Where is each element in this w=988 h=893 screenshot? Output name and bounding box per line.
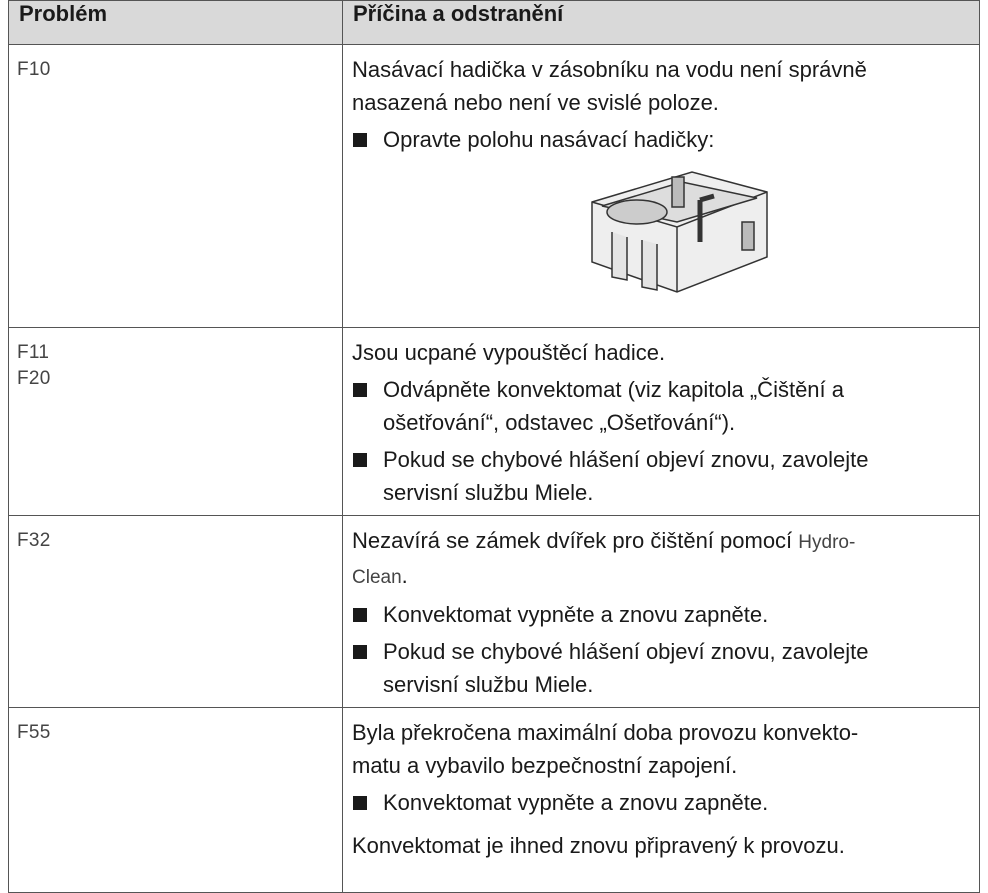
bullet-item: Konvektomat vypněte a znovu zapněte. — [352, 598, 973, 631]
table-body: F10 Nasávací hadička v zásobníku na vodu … — [8, 44, 980, 893]
bullet-item: Pokud se chybové hlášení objeví znovu, z… — [352, 635, 973, 701]
cause-cell: Byla překročena maximální doba provozu k… — [342, 707, 980, 893]
error-code: F32 — [17, 530, 51, 551]
table: Problém Příčina a odstranění F10 Nasávací… — [8, 0, 980, 893]
text-line: Opravte polohu nasávací hadičky: — [383, 127, 715, 152]
paragraph: Jsou ucpané vypouštěcí hadice. — [352, 336, 973, 369]
text-line: servisní službu Miele. — [383, 672, 594, 697]
page: html, body { margin: 0; padding: 0; back… — [8, 0, 980, 893]
text-line: Jsou ucpané vypouštěcí hadice. — [352, 340, 666, 365]
text-line: Pokud se chybové hlášení objeví znovu, z… — [383, 639, 869, 664]
term: Hydro- — [798, 532, 856, 553]
text-line: Nezavírá se zámek dvířek pro čištění pom… — [352, 524, 973, 559]
text-line: Odvápněte konvektomat (viz kapitola „Čiš… — [383, 377, 845, 402]
text: . — [401, 563, 408, 588]
paragraph: Konvektomat je ihned znovu připravený k … — [352, 829, 973, 862]
header-cell: Příčina a odstranění — [342, 0, 980, 45]
document: {"table": {"header": ["Problém", "Příčin… — [8, 0, 980, 893]
text-line: Pokud se chybové hlášení objeví znovu, z… — [383, 447, 869, 472]
bullet-item: Opravte polohu nasávací hadičky: — [352, 123, 973, 156]
problem-cell: F55 — [8, 707, 343, 893]
text-line: servisní službu Miele. — [383, 480, 594, 505]
header-cell: Problém — [8, 0, 343, 45]
bullet-item: Pokud se chybové hlášení objeví znovu, z… — [352, 443, 973, 509]
table-row: F55 Byla překročena maximální doba provoz… — [8, 707, 980, 893]
text-line: ošetřování“, odstavec „Ošetřování“). — [383, 410, 736, 435]
paragraph: Nasávací hadička v zásobníku na vodu nen… — [352, 53, 973, 119]
text-line: nasazená nebo není ve svislé poloze. — [352, 90, 719, 115]
table-row: F32 Nezavírá se zámek dvířek pro čištění … — [8, 515, 980, 708]
paragraph: Nezavírá se zámek dvířek pro čištění pom… — [352, 524, 973, 594]
text-line: Clean. — [352, 559, 973, 594]
problem-cell: F10 — [8, 44, 343, 328]
problem-cell: F11 F20 — [8, 327, 343, 516]
problem-cell: F32 — [8, 515, 343, 708]
header-row: Problém Příčina a odstranění — [8, 0, 980, 45]
bullet-item: Konvektomat vypněte a znovu zapněte. — [352, 786, 973, 819]
cause-cell: Nasávací hadička v zásobníku na vodu nen… — [342, 44, 980, 328]
water-container-illustration — [591, 171, 768, 293]
paragraph: Byla překročena maximální doba provozu k… — [352, 716, 973, 782]
text-line: Konvektomat je ihned znovu připravený k … — [352, 833, 845, 858]
text-line: Nasávací hadička v zásobníku na vodu nen… — [352, 57, 867, 82]
table-row: F10 Nasávací hadička v zásobníku na vodu … — [8, 44, 980, 328]
error-code: F20 — [17, 368, 51, 389]
text-line: Konvektomat vypněte a znovu zapněte. — [383, 790, 769, 815]
table-row: F11 F20 Jsou ucpané vypouštěcí hadice. Odvá… — [8, 327, 980, 516]
error-code: F10 — [17, 59, 51, 80]
cause-cell: Jsou ucpané vypouštěcí hadice. Odvápněte … — [342, 327, 980, 516]
cause-cell: Nezavírá se zámek dvířek pro čištění pom… — [342, 515, 980, 708]
bullet-item: Odvápněte konvektomat (viz kapitola „Čiš… — [352, 373, 973, 439]
text-line: matu a vybavilo bezpečnostní zapojení. — [352, 753, 738, 778]
text-line: Byla překročena maximální doba provozu k… — [352, 720, 859, 745]
text: Nezavírá se zámek dvířek pro čištění pom… — [352, 528, 793, 553]
error-code: F11 — [17, 342, 50, 363]
text-line: Konvektomat vypněte a znovu zapněte. — [383, 602, 769, 627]
term: Clean — [352, 567, 402, 588]
error-code: F55 — [17, 722, 51, 743]
